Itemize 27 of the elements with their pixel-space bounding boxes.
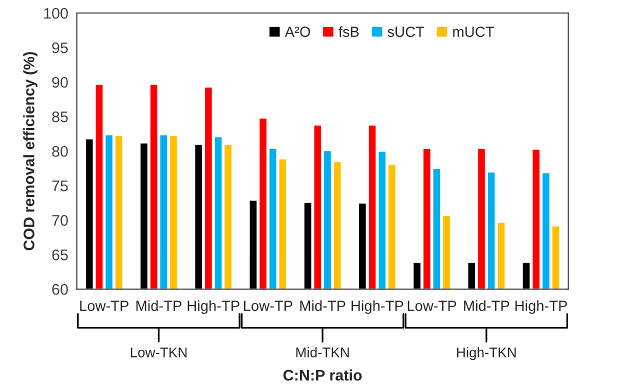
y-tick-label: 95 xyxy=(52,42,68,54)
y-tick-label: 70 xyxy=(52,214,68,226)
x-tick-label: Mid-TP xyxy=(136,300,182,311)
x-axis-title: C:N:P ratio xyxy=(283,369,362,381)
y-tick-label: 100 xyxy=(44,8,68,19)
y-tick-label: 75 xyxy=(52,180,68,192)
x-tick-label: Low-TP xyxy=(244,300,292,311)
x-tick-label: Mid-TP xyxy=(300,300,346,311)
x-tick-label: High-TP xyxy=(515,300,567,314)
legend-label: A²O xyxy=(284,26,310,37)
legend-label: fsB xyxy=(338,26,359,37)
y-tick-label: 60 xyxy=(52,284,68,295)
text: Low-TKN xyxy=(130,348,187,358)
y-tick-label: 90 xyxy=(52,76,68,88)
legend-label: mUCT xyxy=(453,26,494,37)
text: Mid-TKN xyxy=(296,347,349,358)
x-tick-label: High-TP xyxy=(352,300,404,314)
text: High-TKN xyxy=(457,347,516,360)
y-tick-label: 85 xyxy=(52,111,68,122)
legend-label: sUCT xyxy=(388,26,424,37)
x-tick-label: Mid-TP xyxy=(464,300,510,311)
x-tick-label: Low-TP xyxy=(80,300,128,311)
y-axis-title: COD removal efficiency (%) xyxy=(23,52,38,250)
y-tick-label: 65 xyxy=(52,250,68,260)
y-tick-label: 80 xyxy=(52,146,68,157)
x-tick-label: High-TP xyxy=(188,300,240,314)
x-tick-label: Low-TP xyxy=(408,300,456,311)
